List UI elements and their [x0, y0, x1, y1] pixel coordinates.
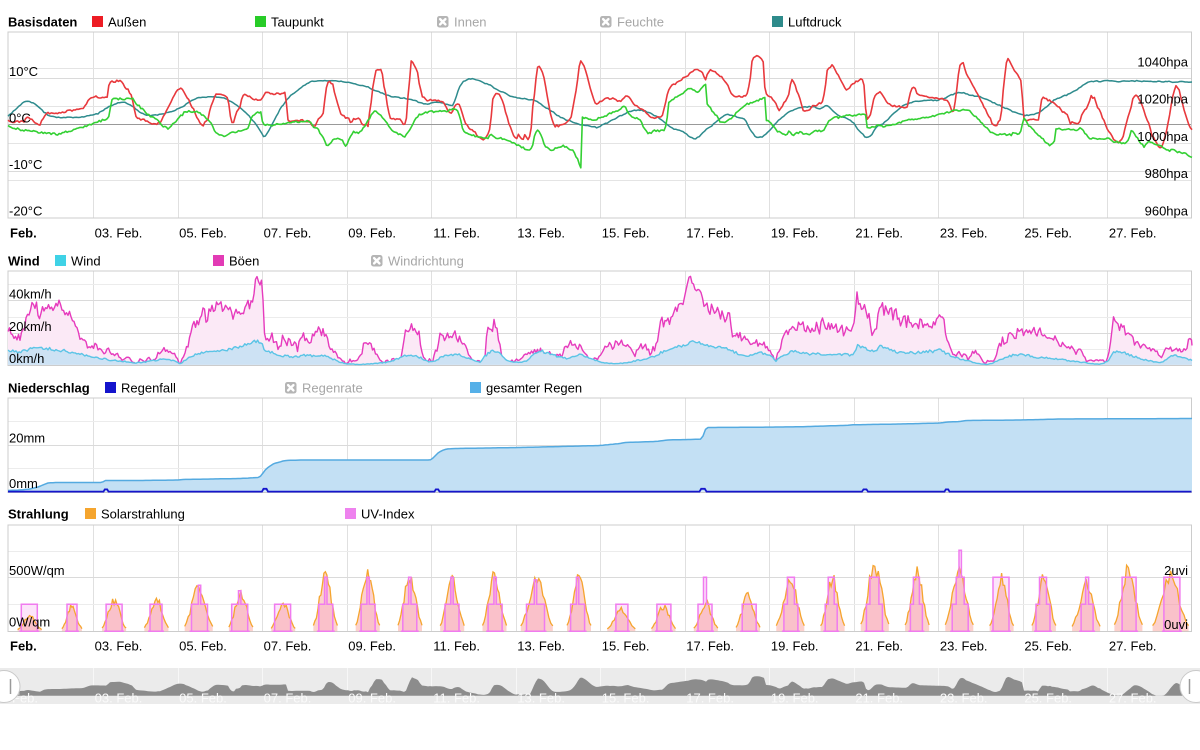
svg-text:1040hpa: 1040hpa — [1137, 55, 1188, 70]
svg-text:Feb.: Feb. — [10, 226, 37, 241]
svg-text:17. Feb.: 17. Feb. — [686, 226, 734, 241]
svg-text:Regenrate: Regenrate — [302, 381, 363, 396]
svg-text:Innen: Innen — [454, 15, 487, 30]
svg-text:20mm: 20mm — [9, 431, 45, 446]
svg-text:25. Feb.: 25. Feb. — [1024, 226, 1072, 241]
svg-text:1000hpa: 1000hpa — [1137, 129, 1188, 144]
svg-text:Außen: Außen — [108, 15, 146, 30]
svg-text:500W/qm: 500W/qm — [9, 563, 65, 578]
svg-text:09. Feb.: 09. Feb. — [348, 226, 396, 241]
svg-text:Windrichtung: Windrichtung — [388, 254, 464, 269]
svg-text:11. Feb.: 11. Feb. — [433, 226, 480, 241]
svg-text:Feuchte: Feuchte — [617, 15, 664, 30]
svg-text:11. Feb.: 11. Feb. — [433, 691, 480, 706]
svg-text:0uvi: 0uvi — [1164, 617, 1188, 632]
svg-text:10°C: 10°C — [9, 64, 38, 79]
svg-text:27. Feb.: 27. Feb. — [1109, 226, 1157, 241]
svg-text:UV-Index: UV-Index — [361, 507, 415, 522]
svg-text:17. Feb.: 17. Feb. — [686, 691, 734, 706]
svg-text:17. Feb.: 17. Feb. — [686, 639, 734, 654]
svg-text:13. Feb.: 13. Feb. — [517, 691, 565, 706]
svg-text:19. Feb.: 19. Feb. — [771, 691, 819, 706]
svg-text:21. Feb.: 21. Feb. — [855, 226, 903, 241]
svg-text:Basisdaten: Basisdaten — [8, 15, 77, 30]
svg-text:Solarstrahlung: Solarstrahlung — [101, 507, 185, 522]
svg-text:20km/h: 20km/h — [9, 319, 52, 334]
svg-text:Taupunkt: Taupunkt — [271, 15, 324, 30]
svg-text:15. Feb.: 15. Feb. — [602, 226, 650, 241]
svg-text:gesamter Regen: gesamter Regen — [486, 381, 582, 396]
svg-text:25. Feb.: 25. Feb. — [1024, 691, 1072, 706]
svg-text:0°C: 0°C — [9, 111, 31, 126]
svg-text:13. Feb.: 13. Feb. — [517, 639, 565, 654]
svg-text:Luftdruck: Luftdruck — [788, 15, 842, 30]
svg-text:15. Feb.: 15. Feb. — [602, 691, 650, 706]
svg-text:980hpa: 980hpa — [1145, 166, 1189, 181]
svg-text:13. Feb.: 13. Feb. — [517, 226, 565, 241]
svg-text:2uvi: 2uvi — [1164, 563, 1188, 578]
svg-text:07. Feb.: 07. Feb. — [264, 691, 312, 706]
svg-text:1020hpa: 1020hpa — [1137, 92, 1188, 107]
svg-text:03. Feb.: 03. Feb. — [95, 639, 143, 654]
svg-text:0mm: 0mm — [9, 476, 38, 491]
svg-text:19. Feb.: 19. Feb. — [771, 226, 819, 241]
svg-text:21. Feb.: 21. Feb. — [855, 639, 903, 654]
svg-text:03. Feb.: 03. Feb. — [95, 691, 143, 706]
svg-text:-20°C: -20°C — [9, 204, 42, 219]
svg-text:07. Feb.: 07. Feb. — [264, 639, 312, 654]
svg-text:23. Feb.: 23. Feb. — [940, 639, 988, 654]
svg-text:23. Feb.: 23. Feb. — [940, 226, 988, 241]
svg-text:07. Feb.: 07. Feb. — [264, 226, 312, 241]
svg-text:Wind: Wind — [71, 254, 101, 269]
svg-text:05. Feb.: 05. Feb. — [179, 639, 227, 654]
svg-text:05. Feb.: 05. Feb. — [179, 691, 227, 706]
svg-text:23. Feb.: 23. Feb. — [940, 691, 988, 706]
svg-text:09. Feb.: 09. Feb. — [348, 639, 396, 654]
svg-text:-10°C: -10°C — [9, 157, 42, 172]
svg-text:0km/h: 0km/h — [9, 351, 44, 366]
svg-text:Regenfall: Regenfall — [121, 381, 176, 396]
svg-text:09. Feb.: 09. Feb. — [348, 691, 396, 706]
svg-text:11. Feb.: 11. Feb. — [433, 639, 480, 654]
svg-text:Strahlung: Strahlung — [8, 507, 69, 522]
svg-text:27. Feb.: 27. Feb. — [1109, 691, 1157, 706]
svg-text:Wind: Wind — [8, 254, 40, 269]
svg-text:960hpa: 960hpa — [1145, 204, 1189, 219]
svg-text:25. Feb.: 25. Feb. — [1024, 639, 1072, 654]
svg-text:15. Feb.: 15. Feb. — [602, 639, 650, 654]
svg-text:40km/h: 40km/h — [9, 287, 52, 302]
svg-text:0W/qm: 0W/qm — [9, 615, 50, 630]
svg-text:Böen: Böen — [229, 254, 259, 269]
svg-text:19. Feb.: 19. Feb. — [771, 639, 819, 654]
svg-text:21. Feb.: 21. Feb. — [855, 691, 903, 706]
svg-text:05. Feb.: 05. Feb. — [179, 226, 227, 241]
svg-text:Niederschlag: Niederschlag — [8, 381, 90, 396]
svg-text:03. Feb.: 03. Feb. — [95, 226, 143, 241]
svg-text:27. Feb.: 27. Feb. — [1109, 639, 1157, 654]
svg-text:Feb.: Feb. — [10, 639, 37, 654]
